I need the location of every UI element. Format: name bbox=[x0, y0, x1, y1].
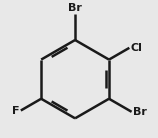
Text: Br: Br bbox=[133, 107, 147, 117]
Text: Br: Br bbox=[68, 3, 82, 13]
Text: Cl: Cl bbox=[131, 43, 143, 53]
Text: F: F bbox=[12, 106, 20, 116]
